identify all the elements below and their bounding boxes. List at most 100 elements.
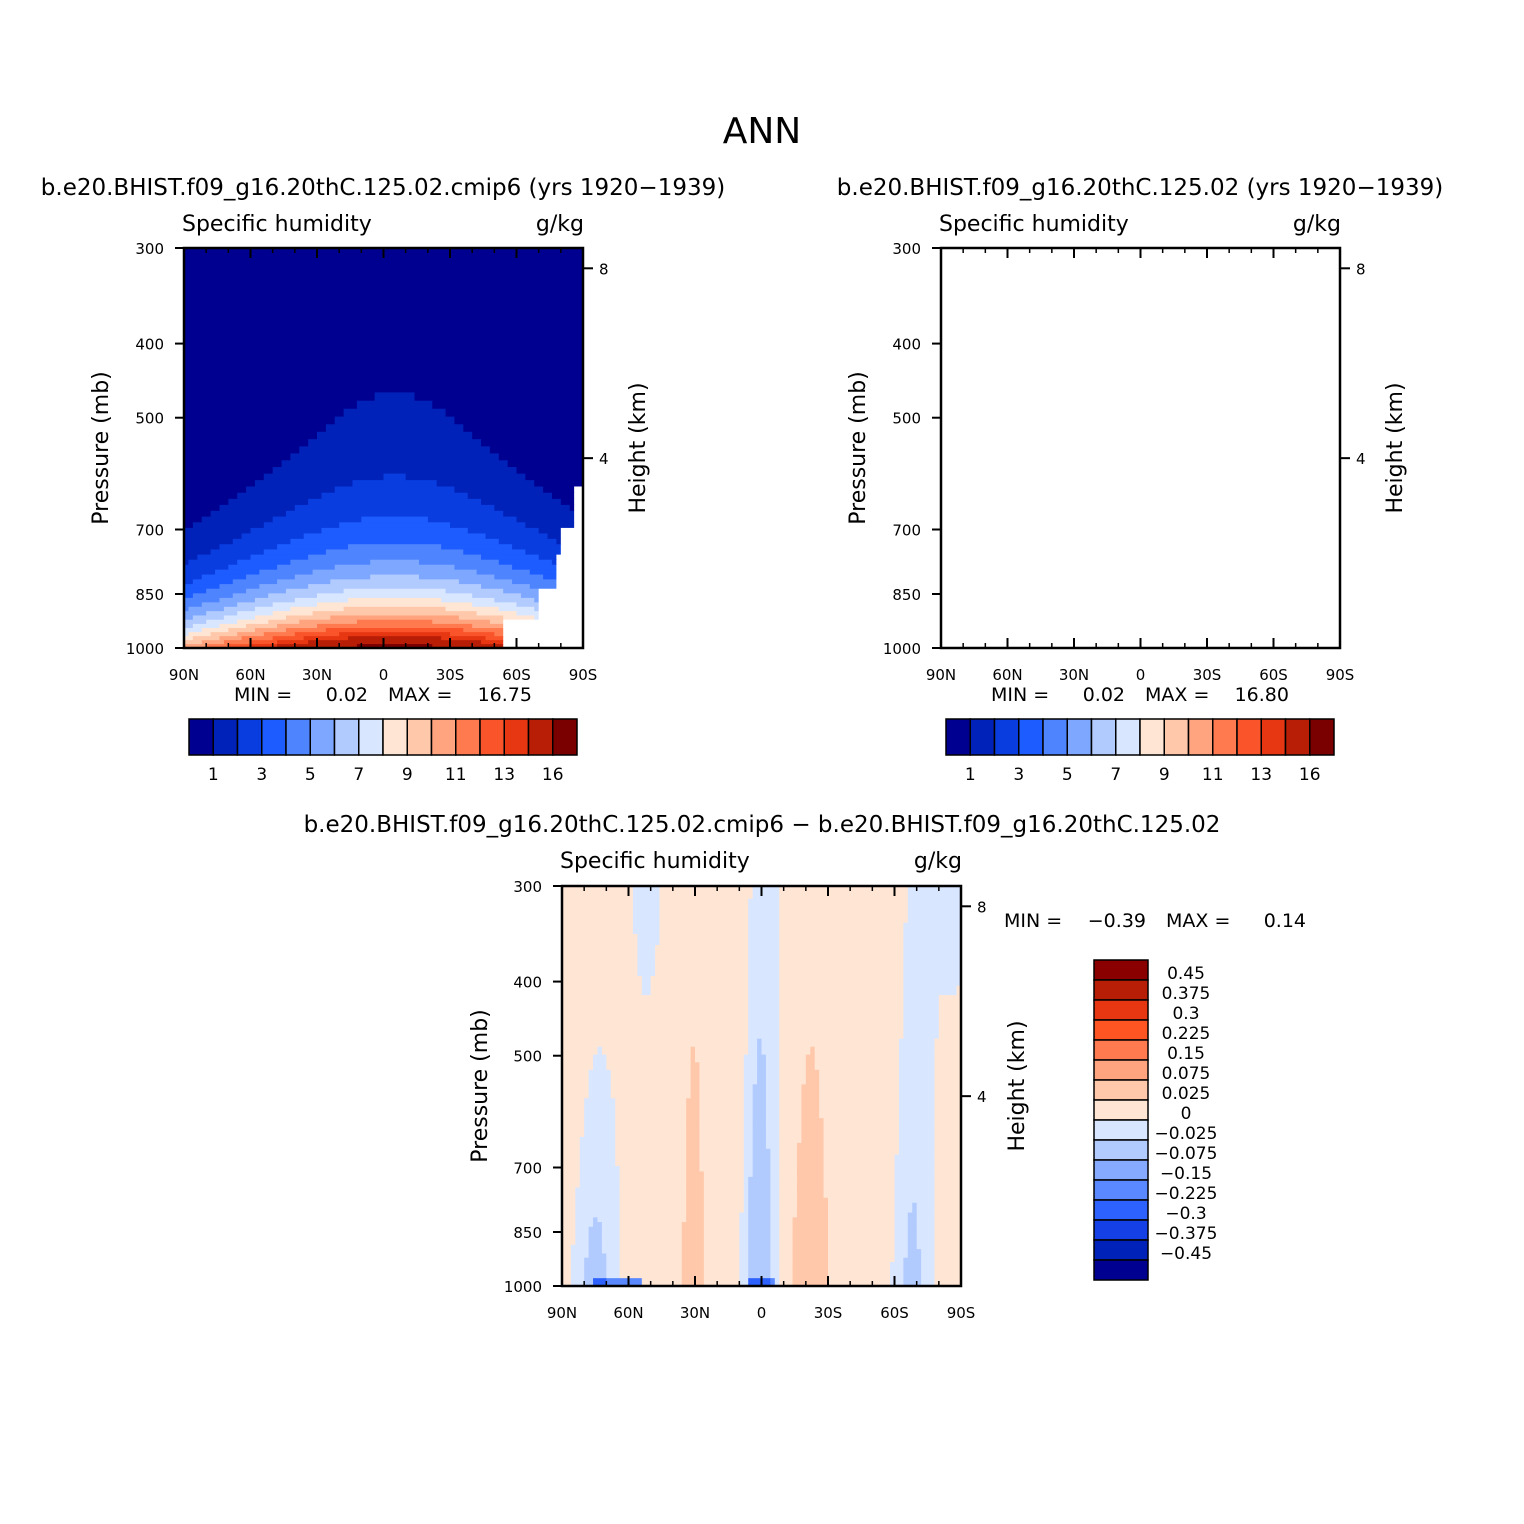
contour-cell [748, 1182, 771, 1189]
colorbar-label: 0.45 [1167, 964, 1205, 984]
contour-cell [752, 1136, 767, 1144]
contour-cell [686, 1192, 705, 1199]
contour-cell [907, 886, 962, 900]
contour-cell [556, 584, 584, 590]
contour-cell [770, 1192, 780, 1199]
contour-cell [941, 623, 1341, 629]
contour-cell [570, 1253, 590, 1259]
contour-cell [934, 1038, 962, 1048]
contour-cell [254, 597, 296, 603]
contour-cell [184, 527, 252, 535]
colorbar-label: −0.15 [1160, 1164, 1212, 1184]
contour-cell [659, 910, 749, 924]
contour-cell [703, 1171, 745, 1178]
contour-cell [299, 446, 491, 454]
contour-cell [743, 1182, 749, 1189]
contour-cell [588, 1240, 603, 1246]
contour-cell [356, 644, 433, 649]
contour-cell [498, 606, 535, 612]
contour-cell [770, 1261, 780, 1267]
contour-cell [588, 1253, 607, 1259]
contour-cell [237, 632, 265, 637]
contour-cell [823, 1182, 896, 1189]
contour-cell [801, 1130, 825, 1138]
contour-cell [562, 1257, 572, 1263]
contour-cell [659, 886, 754, 900]
contour-cell [184, 559, 190, 566]
y-right-tick-label: 4 [977, 1088, 987, 1106]
contour-cell [184, 347, 584, 358]
contour-cell [739, 1249, 749, 1255]
contour-cell [748, 934, 780, 946]
contour-cell [894, 1207, 913, 1214]
contour-cell [655, 965, 749, 977]
contour-cell [941, 453, 1341, 461]
contour-cell [765, 1111, 780, 1119]
contour-cell [828, 1226, 896, 1232]
contour-cell [467, 527, 540, 535]
contour-cell [770, 1165, 780, 1173]
contour-cell [503, 644, 584, 649]
contour-cell [894, 1257, 904, 1263]
contour-cell [325, 424, 464, 433]
contour-cell [686, 1154, 701, 1161]
contour-cell [615, 1130, 687, 1138]
contour-cell [615, 1160, 687, 1167]
contour-cell [765, 1136, 780, 1144]
contour-cell [814, 1046, 900, 1056]
colorbar-label: 9 [1159, 765, 1170, 785]
contour-cell [779, 1282, 794, 1287]
contour-cell [512, 564, 557, 571]
contour-cell [890, 1274, 904, 1279]
contour-cell [779, 1182, 798, 1189]
y-axis-label: Pressure (mb) [89, 371, 114, 525]
contour-cell [828, 1231, 896, 1237]
contour-cell [779, 898, 909, 912]
x-tick-label: 90N [926, 666, 956, 684]
contour-cell [739, 1282, 749, 1287]
colorbar-swatch [1115, 718, 1141, 756]
y-tick-label: 300 [892, 240, 921, 258]
contour-cell [828, 1257, 896, 1263]
contour-cell [916, 1222, 935, 1228]
contour-cell [575, 1202, 621, 1209]
contour-cell [903, 965, 962, 977]
contour-cell [898, 1136, 935, 1144]
contour-cell [441, 544, 513, 551]
colorbar-swatch [236, 718, 263, 756]
contour-cell [898, 1069, 935, 1078]
contour-cell [752, 1098, 767, 1106]
contour-cell [792, 1249, 829, 1255]
contour-cell [743, 1207, 749, 1214]
contour-cell [516, 467, 584, 475]
contour-cell [272, 467, 518, 475]
contour-cell [934, 1077, 962, 1085]
contour-cell [779, 945, 904, 957]
contour-cell [941, 392, 1341, 402]
y-tick-label: 850 [892, 586, 921, 604]
colorbar-swatch [993, 718, 1020, 756]
contour-cell [765, 1130, 780, 1138]
contour-cell [637, 955, 656, 967]
contour-cell [574, 492, 584, 500]
contour-cell [237, 602, 274, 608]
contour-cell [562, 1278, 572, 1283]
contour-cell [219, 597, 256, 603]
contour-cell [560, 533, 584, 540]
contour-cell [743, 1197, 749, 1204]
contour-cell [489, 619, 504, 625]
contour-cell [192, 593, 234, 599]
contour-cell [739, 1270, 749, 1275]
contour-cell [779, 1261, 794, 1267]
contour-cell [192, 623, 221, 629]
contour-cell [588, 1077, 612, 1085]
contour-cell [472, 602, 518, 608]
contour-cell [588, 1091, 612, 1099]
contour-cell [823, 1124, 900, 1132]
contour-cell [748, 1282, 771, 1287]
contour-cell [184, 623, 194, 629]
contour-cell [779, 1077, 807, 1085]
contour-cell [743, 1192, 749, 1199]
colorbar-swatch [430, 718, 457, 756]
contour-cell [699, 1084, 745, 1092]
